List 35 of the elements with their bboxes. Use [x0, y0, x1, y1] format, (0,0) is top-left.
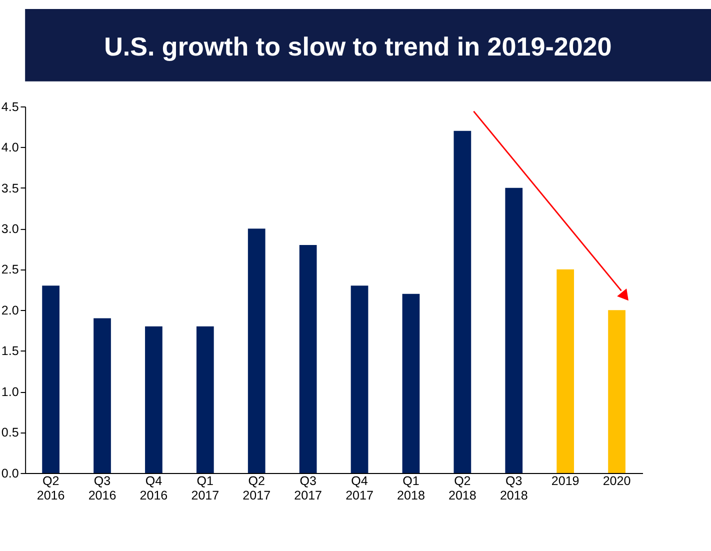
y-tick-label: 3.0 — [1, 222, 19, 236]
y-tick-label: 0.0 — [1, 466, 19, 480]
y-tick-label: 1.5 — [1, 344, 19, 358]
x-tick-label: Q4 2017 — [346, 474, 374, 503]
x-tick-label: Q4 2016 — [140, 474, 168, 503]
x-tick-label: Q3 2018 — [500, 474, 528, 503]
bar — [505, 188, 523, 474]
x-tick-label: Q3 2017 — [294, 474, 322, 503]
bar — [454, 130, 472, 474]
bar — [350, 286, 368, 474]
y-tick-label: 1.0 — [1, 384, 19, 399]
bar — [556, 269, 574, 474]
x-tick-label: 2019 — [551, 474, 580, 488]
x-tick-label: 2020 — [602, 474, 631, 488]
bar — [402, 294, 420, 474]
y-tick-label: 4.0 — [1, 140, 19, 155]
bar — [299, 244, 317, 474]
y-tick-label: 0.5 — [1, 426, 19, 440]
y-tick-label: 2.5 — [1, 262, 19, 277]
x-tick-label: Q1 2017 — [191, 474, 220, 503]
x-tick-label: Q3 2016 — [88, 474, 116, 503]
y-tick-label: 2.0 — [1, 303, 19, 318]
bar — [608, 310, 626, 474]
bar — [42, 286, 60, 474]
y-tick-label: 3.5 — [1, 181, 19, 196]
bar — [196, 326, 214, 474]
bar — [94, 318, 111, 474]
y-tick-label: 4.5 — [1, 100, 19, 114]
x-tick-label: Q2 2017 — [242, 474, 271, 503]
x-tick-label: Q1 2018 — [397, 474, 425, 503]
x-tick-label: Q2 2018 — [448, 474, 476, 503]
x-tick-label: Q2 2016 — [36, 474, 65, 503]
bar — [145, 326, 162, 474]
bar — [248, 228, 266, 474]
chart-title: U.S. growth to slow to trend in 2019-2020 — [104, 31, 612, 62]
